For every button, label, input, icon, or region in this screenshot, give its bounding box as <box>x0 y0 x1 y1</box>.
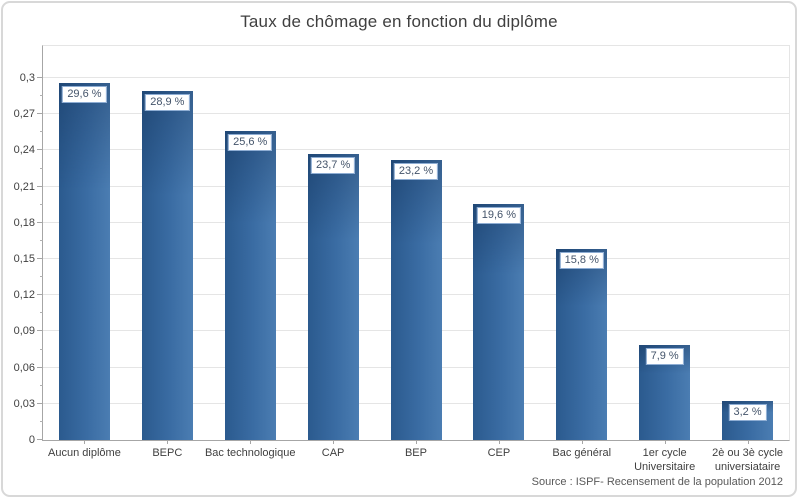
y-axis-tick-label: 0,24 <box>13 144 35 157</box>
y-axis-minor-tick <box>40 276 43 278</box>
bar: 19,6 % <box>473 203 525 440</box>
bar-value-label: 23,2 % <box>393 163 439 181</box>
x-axis-category-label: BEPC <box>152 447 183 459</box>
bar: 3,2 % <box>722 401 774 440</box>
y-axis-minor-tick <box>40 203 43 205</box>
y-axis-major-tick <box>37 258 43 259</box>
bar-value-label: 7,9 % <box>645 347 684 365</box>
y-axis-tick-label: 0,18 <box>13 216 35 229</box>
y-axis-major-tick <box>37 330 43 332</box>
y-axis-tick-label: 0,09 <box>13 325 35 338</box>
bar: 7,9 % <box>639 344 691 440</box>
y-axis-minor-tick <box>40 131 43 133</box>
x-axis-category-label: Bac technologique <box>204 447 296 459</box>
y-axis-major-tick <box>37 439 43 440</box>
bar: 25,6 % <box>224 131 276 440</box>
y-axis-major-tick <box>37 113 43 115</box>
y-axis-tick-label: 0 <box>28 434 35 446</box>
y-axis-major-tick <box>37 366 43 368</box>
y-axis-tick-label: 0,27 <box>13 108 35 121</box>
y-axis-minor-tick <box>40 312 43 314</box>
x-axis-category-label: Bac général <box>552 447 612 459</box>
y-axis-tick-label: 0,06 <box>13 361 35 374</box>
y-axis-tick-label: 0,12 <box>13 289 35 302</box>
y-axis-minor-tick <box>40 384 43 386</box>
y-axis-major-tick <box>37 402 43 404</box>
y-axis-minor-tick <box>40 167 43 169</box>
x-axis-tick <box>167 440 169 444</box>
chart-title: Taux de chômage en fonction du diplôme <box>240 12 558 31</box>
x-axis-tick <box>416 440 417 444</box>
y-gridline <box>43 113 789 115</box>
x-axis-category-label: 2è ou 3è cycle universiataire <box>712 447 784 474</box>
bar: 23,7 % <box>307 154 359 440</box>
y-axis-minor-tick <box>40 348 43 350</box>
y-axis-tick-label: 0,3 <box>19 72 35 84</box>
bar: 23,2 % <box>390 160 442 440</box>
x-axis-category-label: CEP <box>487 447 511 459</box>
x-axis-tick <box>581 440 583 444</box>
x-axis-category-label: CAP <box>321 447 345 459</box>
plot-area: 0 0,03 0,06 0,09 0,12 0,15 0,18 0,21 0,24 0,27 0,3… <box>14 45 790 473</box>
y-axis-minor-tick <box>40 239 43 241</box>
x-axis-tick <box>498 440 500 444</box>
bar-value-label: 19,6 % <box>476 206 521 224</box>
x-axis-tick <box>250 440 252 444</box>
x-axis-tick <box>664 440 666 444</box>
bar-value-label: 28,9 % <box>145 94 190 112</box>
y-axis-tick-label: 0,15 <box>13 253 35 265</box>
y-gridline <box>43 77 789 78</box>
x-axis-tick <box>84 440 86 444</box>
y-axis-major-tick <box>37 77 43 78</box>
bar-value-label: 3,2 % <box>728 404 767 422</box>
source-caption: Source : ISPF- Recensement de la populat… <box>531 476 783 488</box>
y-axis-tick-label: 0,21 <box>13 180 35 193</box>
bar-value-label: 23,7 % <box>310 157 356 175</box>
y-gridline <box>43 149 789 151</box>
bar: 28,9 % <box>141 91 193 440</box>
bar-value-label: 29,6 % <box>62 85 107 103</box>
bar-value-label: 25,6 % <box>228 134 273 152</box>
bar: 15,8 % <box>556 249 608 440</box>
y-axis-major-tick <box>37 294 43 296</box>
y-axis-minor-tick <box>40 420 43 422</box>
x-axis-category-label: 1er cycle Universitaire <box>634 447 696 474</box>
y-axis-major-tick <box>37 185 43 187</box>
x-axis-tick <box>747 440 749 444</box>
x-axis-category-label: Aucun diplôme <box>48 447 121 459</box>
x-axis-tick <box>333 440 335 444</box>
y-axis-minor-tick <box>40 95 43 97</box>
bar: 29,6 % <box>58 82 110 440</box>
bar-value-label: 15,8 % <box>559 252 604 270</box>
y-axis-major-tick <box>37 221 43 223</box>
x-axis-category-label: BEP <box>404 447 427 459</box>
y-axis-major-tick <box>37 149 43 151</box>
y-axis-tick-label: 0,03 <box>13 397 35 410</box>
